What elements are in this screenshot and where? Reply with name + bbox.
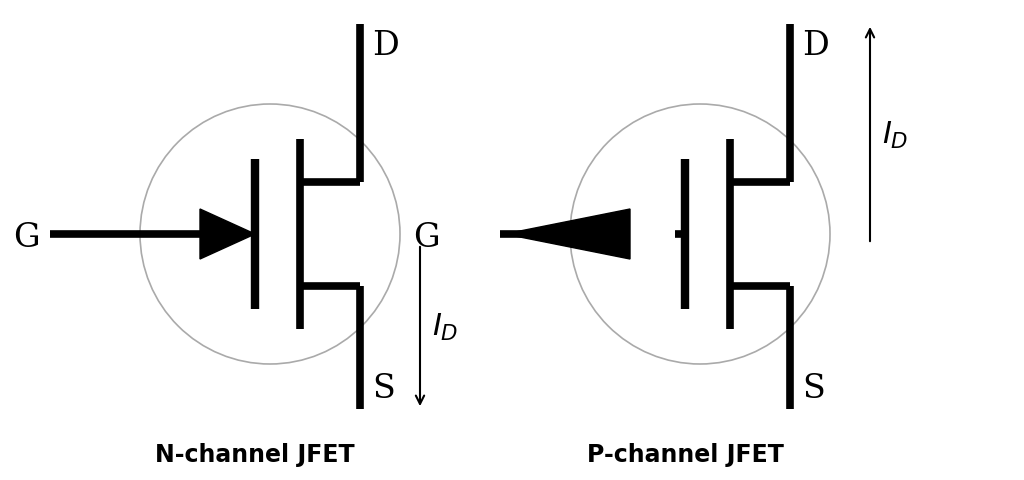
Text: D: D xyxy=(802,30,828,62)
Text: N-channel JFET: N-channel JFET xyxy=(156,442,354,466)
Text: G: G xyxy=(414,222,440,253)
Polygon shape xyxy=(200,210,255,260)
Text: $I_D$: $I_D$ xyxy=(882,119,908,150)
Text: P-channel JFET: P-channel JFET xyxy=(587,442,783,466)
Polygon shape xyxy=(505,210,630,260)
Text: D: D xyxy=(372,30,398,62)
Text: S: S xyxy=(372,372,395,404)
Text: G: G xyxy=(13,222,40,253)
Text: S: S xyxy=(802,372,825,404)
Text: $I_D$: $I_D$ xyxy=(432,312,459,342)
